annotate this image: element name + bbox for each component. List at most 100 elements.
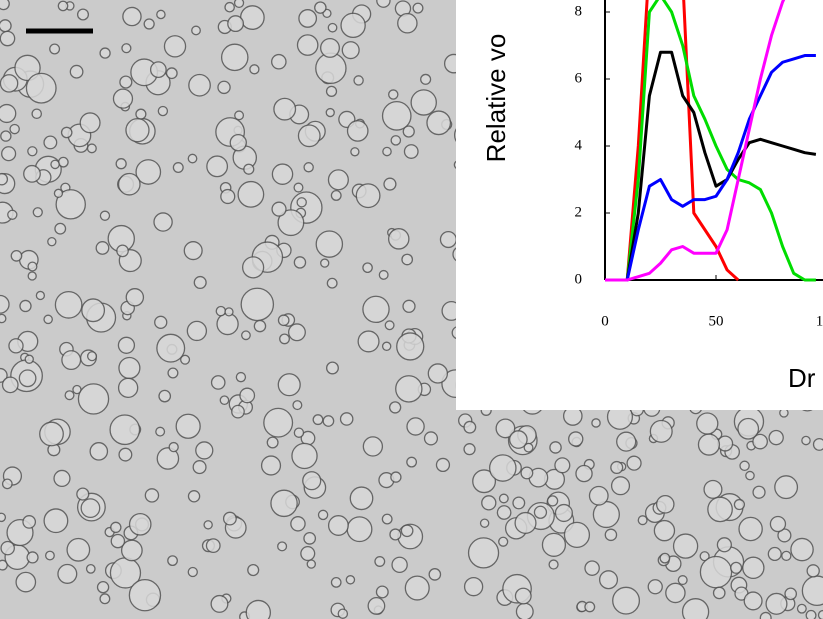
- droplet: [533, 505, 548, 519]
- droplet: [69, 64, 84, 79]
- droplet: [43, 314, 53, 325]
- droplet: [637, 515, 648, 526]
- droplet: [612, 586, 641, 615]
- droplet: [353, 75, 364, 86]
- droplet: [0, 103, 17, 124]
- droplet: [339, 412, 354, 426]
- droplet: [404, 575, 430, 601]
- droplet: [118, 447, 133, 462]
- droplet: [396, 332, 425, 361]
- droplet: [805, 609, 817, 619]
- droplet: [53, 469, 71, 488]
- droplet: [548, 559, 559, 570]
- droplet: [50, 159, 60, 170]
- droplet: [109, 414, 141, 446]
- droplet: [15, 571, 37, 593]
- droplet: [219, 395, 230, 406]
- droplet: [156, 9, 166, 20]
- droplet: [616, 431, 637, 452]
- droplet: [222, 511, 237, 526]
- droplet: [54, 290, 83, 319]
- droplet: [400, 524, 414, 538]
- plot: 0 2 4 6 8 0 50 100: [575, 0, 823, 329]
- droplet: [27, 271, 37, 281]
- droplet: [306, 559, 317, 569]
- droplet: [175, 413, 201, 439]
- droplet: [128, 512, 152, 536]
- droplet: [303, 531, 317, 545]
- droplet: [677, 575, 688, 586]
- droplet: [472, 469, 497, 494]
- droplet: [523, 442, 534, 453]
- droplet: [495, 418, 516, 439]
- droplet: [759, 611, 772, 619]
- droplet: [168, 441, 179, 453]
- droplet: [345, 575, 356, 585]
- droplet: [233, 0, 245, 9]
- droplet: [376, 0, 391, 8]
- droplet: [271, 163, 294, 185]
- droplet: [681, 598, 710, 619]
- droplet: [769, 515, 787, 533]
- droplet: [327, 22, 338, 33]
- droplet: [277, 314, 290, 327]
- droplet: [378, 269, 389, 280]
- droplet: [279, 333, 290, 345]
- droplet: [0, 294, 10, 314]
- droplet: [412, 2, 424, 14]
- droplet: [463, 420, 477, 434]
- droplet: [549, 441, 562, 454]
- droplet: [35, 290, 46, 301]
- droplet: [121, 43, 132, 54]
- droplet: [325, 107, 335, 118]
- droplet: [234, 110, 245, 121]
- droplet: [326, 277, 338, 289]
- droplet: [426, 110, 452, 136]
- droplet: [1, 376, 19, 394]
- droplet: [738, 516, 763, 542]
- droplet: [64, 390, 75, 401]
- droplet: [44, 550, 55, 561]
- droplet: [389, 528, 402, 541]
- droplet: [18, 369, 37, 388]
- droplet: [401, 253, 414, 266]
- droplet: [271, 53, 287, 70]
- droplet: [296, 197, 307, 208]
- droplet: [79, 112, 101, 134]
- droplet: [312, 414, 324, 426]
- droplet: [745, 470, 755, 481]
- droplet: [210, 594, 229, 613]
- droplet: [119, 75, 133, 89]
- droplet: [89, 442, 109, 461]
- droplet: [584, 560, 600, 576]
- droplet: [273, 97, 297, 121]
- droplet: [186, 320, 208, 342]
- droplet: [235, 371, 247, 383]
- droplet: [384, 320, 395, 331]
- droplet: [8, 338, 24, 354]
- droplet: [588, 485, 609, 506]
- x-axis-label: Dr: [788, 363, 816, 393]
- droplet: [57, 156, 69, 168]
- droplet: [402, 125, 415, 138]
- droplet: [297, 124, 321, 148]
- droplet: [391, 556, 408, 574]
- droplet: [167, 555, 178, 567]
- droplet: [330, 190, 342, 201]
- droplet: [375, 585, 389, 599]
- droplet: [428, 568, 442, 581]
- droplet: [237, 180, 265, 208]
- droplet: [317, 509, 329, 521]
- droplet: [1, 478, 13, 490]
- droplet: [388, 89, 399, 100]
- droplet: [626, 455, 642, 471]
- droplet: [154, 315, 168, 329]
- droplet: [575, 464, 593, 483]
- droplet: [330, 577, 342, 588]
- droplet: [752, 433, 768, 450]
- droplet: [183, 241, 203, 261]
- droplet: [290, 516, 306, 532]
- droplet: [387, 228, 410, 250]
- droplet: [22, 515, 37, 529]
